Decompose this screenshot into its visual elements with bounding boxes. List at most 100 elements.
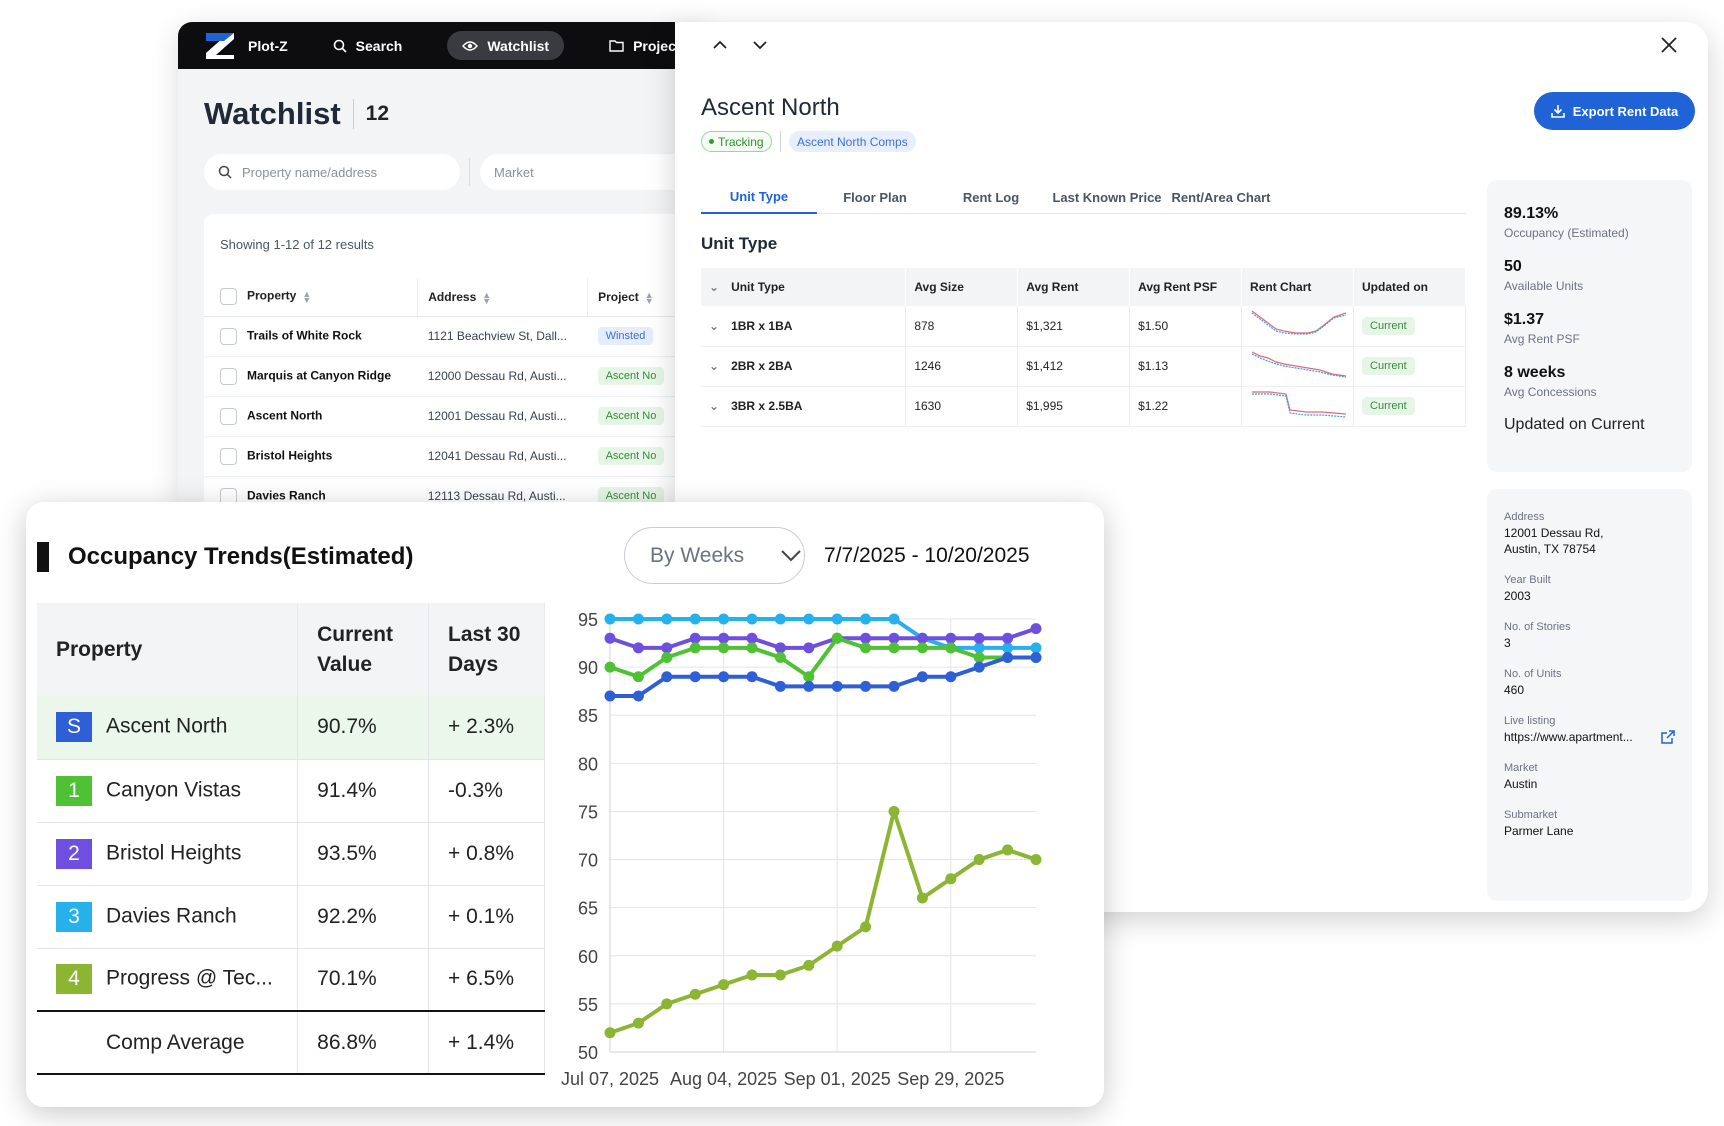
- table-row[interactable]: 1 Canyon Vistas 91.4% -0.3%: [37, 759, 545, 823]
- info-year-built: Year Built 2003: [1504, 572, 1675, 604]
- row-checkbox[interactable]: [220, 367, 237, 385]
- data-point-bristol-heights: [774, 642, 786, 654]
- brand-name: Plot-Z: [248, 37, 288, 54]
- chevron-down-icon[interactable]: [751, 36, 769, 54]
- table-row[interactable]: 2 Bristol Heights 93.5% + 0.8%: [37, 822, 545, 886]
- row-checkbox[interactable]: [220, 487, 237, 502]
- info-value: 2003: [1504, 589, 1531, 603]
- sort-icon[interactable]: ▲ ▼: [644, 289, 654, 306]
- project-tag[interactable]: Ascent No: [597, 367, 665, 385]
- chevron-up-icon[interactable]: [711, 36, 729, 54]
- expand-row-chevron-icon[interactable]: ⌄: [709, 359, 720, 373]
- data-point-ascent-north: [945, 671, 957, 683]
- column-header-updated-on[interactable]: Updated on: [1353, 268, 1466, 306]
- table-row[interactable]: 4 Progress @ Tec... 70.1% + 6.5%: [37, 948, 545, 1012]
- table-row[interactable]: S Ascent North 90.7% + 2.3%: [37, 696, 545, 760]
- table-row[interactable]: ⌄ 2BR x 2BA 1246 $1,412 $1.13 Current: [701, 346, 1466, 387]
- nav-project[interactable]: Project: [594, 31, 695, 60]
- column-header-unit-type[interactable]: ⌄ Unit Type: [701, 268, 907, 306]
- section-title: Unit Type: [701, 234, 778, 253]
- y-tick-label: 70: [578, 851, 598, 871]
- column-header-property[interactable]: Property ▲ ▼: [204, 278, 419, 317]
- table-row[interactable]: ⌄ 1BR x 1BA 878 $1,321 $1.50 Current: [701, 306, 1466, 347]
- date-range[interactable]: 7/7/2025 - 10/20/2025: [824, 544, 1030, 567]
- expand-row-chevron-icon[interactable]: ⌄: [709, 399, 720, 413]
- expand-row-chevron-icon[interactable]: ⌄: [709, 318, 720, 333]
- data-point-canyon-vistas: [604, 661, 616, 673]
- close-icon[interactable]: [1660, 36, 1678, 54]
- period-select-value: By Weeks: [650, 543, 745, 567]
- period-select[interactable]: By Weeks: [624, 527, 805, 584]
- rent-sparkline: [1241, 346, 1355, 387]
- tab-unit-type[interactable]: Unit Type: [701, 180, 817, 214]
- data-point-progress-tec: [604, 1027, 616, 1039]
- comp-average-row: Comp Average 86.8% + 1.4%: [37, 1010, 545, 1075]
- property-address: 12113 Dessau Rd, Austi...: [417, 476, 588, 502]
- title-accent-bar: [37, 542, 49, 572]
- table-row[interactable]: Davies Ranch 12113 Dessau Rd, Austi... A…: [204, 476, 705, 502]
- search-placeholder: Property name/address: [242, 164, 378, 180]
- table-row[interactable]: Marquis at Canyon Ridge 12000 Dessau Rd,…: [204, 356, 705, 397]
- summary-stats-card: 89.13% Occupancy (Estimated) 50 Available …: [1487, 180, 1692, 472]
- data-point-canyon-vistas: [888, 642, 900, 654]
- project-tag[interactable]: Ascent No: [597, 447, 665, 465]
- row-checkbox[interactable]: [220, 447, 237, 465]
- tab-floor-plan[interactable]: Floor Plan: [843, 189, 907, 205]
- select-all-checkbox[interactable]: [220, 288, 237, 306]
- table-row[interactable]: Ascent North 12001 Dessau Rd, Austi... A…: [204, 396, 705, 437]
- table-row[interactable]: Trails of White Rock 1121 Beachview St, …: [204, 316, 705, 357]
- tag-divider: [780, 131, 781, 152]
- chevron-down-icon: [781, 549, 801, 561]
- brand[interactable]: Plot-Z: [204, 31, 288, 61]
- row-checkbox[interactable]: [220, 407, 237, 425]
- column-header-address[interactable]: Address ▲ ▼: [417, 278, 589, 317]
- table-row[interactable]: 3 Davies Ranch 92.2% + 0.1%: [37, 885, 545, 949]
- data-point-ascent-north: [1030, 651, 1042, 663]
- avg-size: 1630: [905, 386, 1019, 427]
- data-point-davies-ranch: [718, 613, 730, 625]
- stat-avg-concessions: 8 weeks Avg Concessions: [1504, 363, 1675, 399]
- sort-icon[interactable]: ▲ ▼: [482, 289, 492, 306]
- expand-all-chevron-icon[interactable]: ⌄: [709, 280, 720, 294]
- project-tag[interactable]: Ascent No: [597, 407, 665, 425]
- sparkline-chart: [1251, 310, 1347, 335]
- y-tick-label: 75: [578, 802, 598, 822]
- nav-search[interactable]: Search: [318, 31, 418, 60]
- info-live-listing: Live listing https://www.apartment...: [1504, 713, 1675, 745]
- export-rent-data-button[interactable]: Export Rent Data: [1534, 92, 1695, 130]
- data-point-davies-ranch: [888, 613, 900, 625]
- market-select[interactable]: Market: [480, 154, 705, 190]
- row-checkbox[interactable]: [220, 327, 237, 345]
- rent-sparkline: [1241, 386, 1355, 427]
- unit-type: 1BR x 1BA: [731, 318, 793, 333]
- nav-watchlist[interactable]: Watchlist: [447, 31, 565, 60]
- column-header-avg-size[interactable]: Avg Size: [905, 268, 1019, 306]
- tab-last-known-price[interactable]: Last Known Price: [1052, 189, 1162, 205]
- data-point-progress-tec: [973, 854, 985, 866]
- tab-rent-area-chart[interactable]: Rent/Area Chart: [1171, 189, 1271, 205]
- column-header-avg-rent-psf[interactable]: Avg Rent PSF: [1129, 268, 1243, 306]
- table-row[interactable]: Bristol Heights 12041 Dessau Rd, Austi..…: [204, 436, 705, 477]
- data-point-canyon-vistas: [860, 642, 872, 654]
- info-address: Address 12001 Dessau Rd, Austin, TX 78754: [1504, 509, 1675, 557]
- project-tag[interactable]: Winsted: [597, 327, 654, 345]
- nav-watchlist-label: Watchlist: [487, 37, 550, 54]
- live-listing-link[interactable]: https://www.apartment...: [1504, 730, 1633, 744]
- info-key: Address: [1504, 511, 1545, 523]
- info-value: 460: [1504, 683, 1525, 697]
- occupancy-trends-card: Occupancy Trends(Estimated) By Weeks 7/7…: [26, 502, 1104, 1107]
- current-value: 92.2%: [297, 885, 430, 949]
- tab-rent-log[interactable]: Rent Log: [962, 189, 1020, 205]
- data-point-bristol-heights: [888, 632, 900, 644]
- external-link-icon[interactable]: [1661, 730, 1675, 744]
- property-search-input[interactable]: Property name/address: [204, 154, 460, 190]
- last-30-days-change: + 0.1%: [428, 885, 545, 949]
- table-row[interactable]: ⌄ 3BR x 2.5BA 1630 $1,995 $1.22 Current: [701, 386, 1466, 427]
- comp-set-tag[interactable]: Ascent North Comps: [789, 131, 916, 152]
- column-label: Address: [428, 289, 477, 304]
- data-point-progress-tec: [803, 959, 815, 971]
- column-header-avg-rent[interactable]: Avg Rent: [1017, 268, 1131, 306]
- average-current-value: 86.8%: [297, 1010, 430, 1075]
- project-tag[interactable]: Ascent No: [597, 487, 665, 502]
- sort-icon[interactable]: ▲ ▼: [302, 288, 312, 305]
